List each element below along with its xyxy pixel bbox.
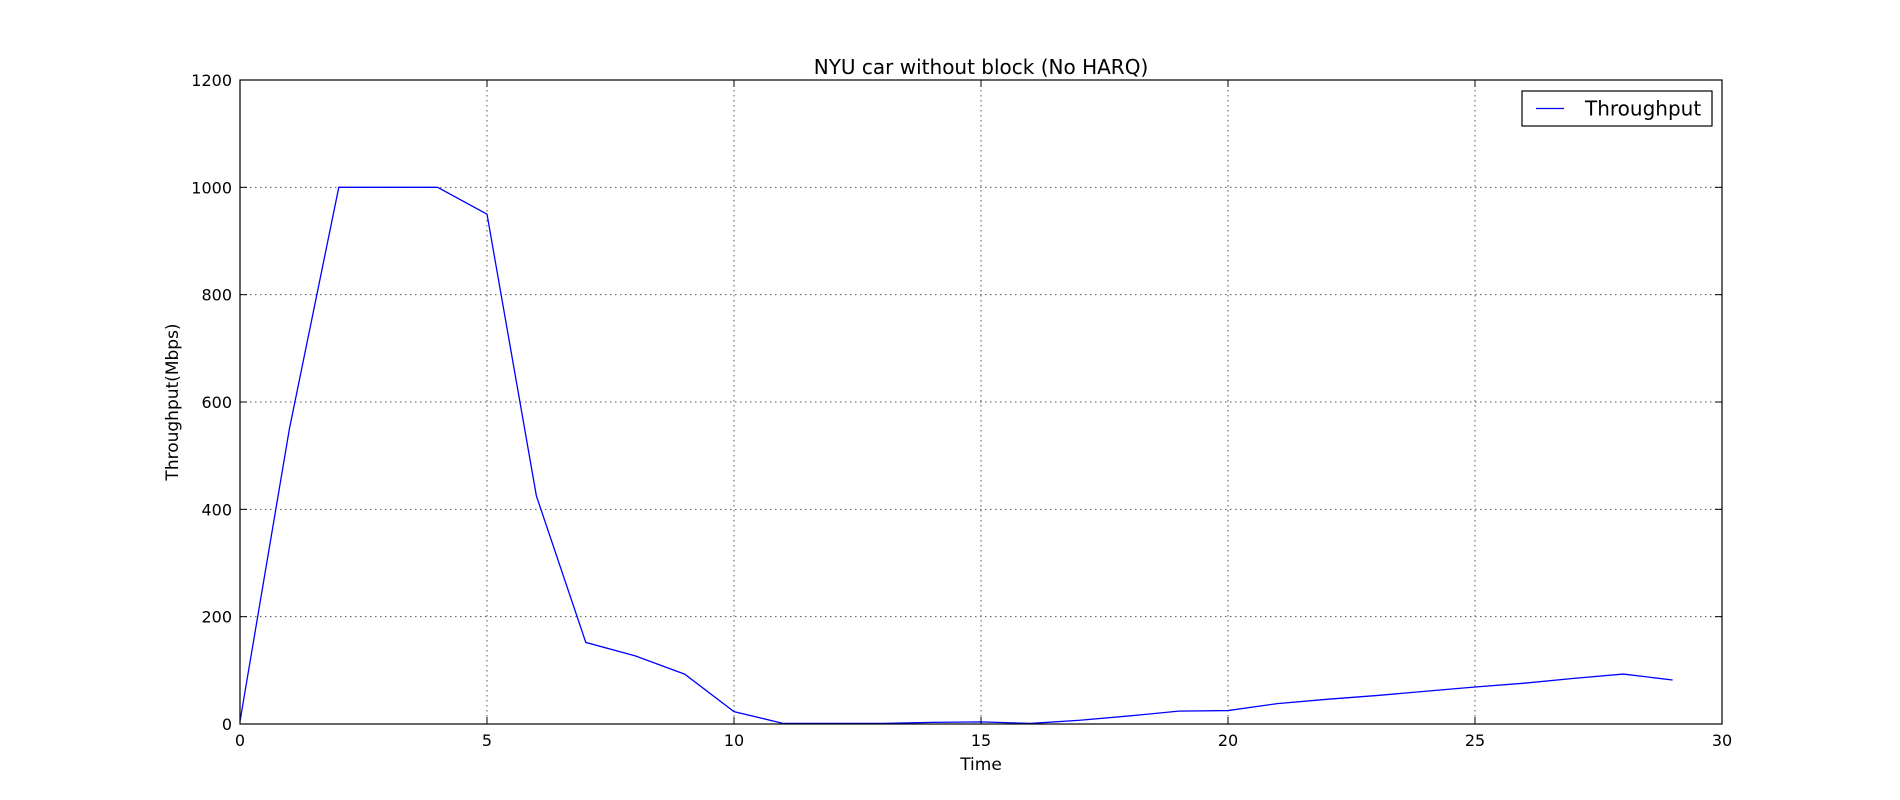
legend-label-throughput: Throughput	[1584, 97, 1701, 121]
x-tick-label: 0	[235, 731, 245, 750]
y-tick-label: 0	[222, 715, 232, 734]
y-tick-label: 800	[201, 286, 232, 305]
y-tick-label: 1000	[191, 178, 232, 197]
x-tick-label: 20	[1218, 731, 1238, 750]
x-axis-label: Time	[959, 755, 1002, 775]
legend: Throughput	[1521, 90, 1713, 127]
x-tick-label: 10	[724, 731, 744, 750]
chart-title: NYU car without block (No HARQ)	[814, 55, 1149, 79]
y-axis-label: Throughput(Mbps)	[163, 323, 183, 481]
x-tick-label: 15	[971, 731, 991, 750]
x-tick-label: 30	[1712, 731, 1732, 750]
series-line-throughput	[239, 186, 1673, 725]
y-tick-label: 1200	[191, 71, 232, 90]
x-axis-ticks: 0 5 10 15 20 25 30	[235, 80, 1732, 750]
series-layer	[239, 186, 1673, 725]
y-tick-label: 400	[201, 500, 232, 519]
x-tick-label: 25	[1465, 731, 1485, 750]
y-tick-label: 200	[201, 608, 232, 627]
x-tick-label: 5	[482, 731, 492, 750]
y-tick-label: 600	[201, 393, 232, 412]
y-axis-ticks: 0 200 400 600 800 1000 1200	[191, 71, 1722, 734]
